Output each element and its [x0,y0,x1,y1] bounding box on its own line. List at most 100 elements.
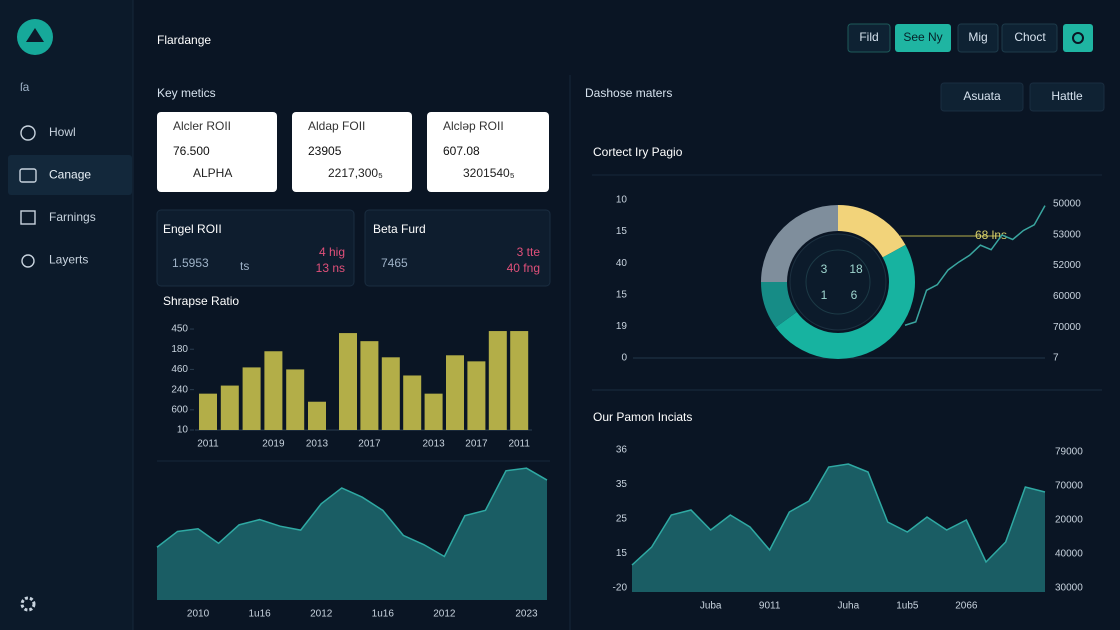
y-tick-label: 600 [171,404,188,415]
button-label[interactable]: Mig [968,30,987,44]
nav-item[interactable]: Canage [49,168,91,182]
axis-label: 25 [616,514,628,525]
nav-item[interactable]: Howl [49,125,76,139]
metric-card [292,112,412,192]
settings-icon[interactable] [20,596,36,612]
sidebar [0,0,133,630]
button-label[interactable]: Choct [1014,30,1046,44]
axis-label: 70000 [1055,481,1083,492]
card-label: Alcler ROII [173,119,231,133]
fund-unit: ts [240,259,249,273]
nav-active-bg [8,155,132,195]
x-tick-label: Juba [700,601,722,612]
bar [403,375,422,430]
bar [220,385,239,430]
donut-segment [837,205,906,258]
axis-label: 35 [616,479,628,490]
axis-label: 40 [616,258,628,269]
button[interactable] [895,24,951,52]
y-tick-label: 240 [171,384,188,395]
x-tick-label: 1ub5 [896,601,919,612]
axis-label: 70000 [1053,322,1081,333]
card-value: 607.08 [443,144,480,158]
area [632,464,1045,592]
button-label[interactable]: Fild [859,30,878,44]
fund-note: 4 hig [319,245,345,259]
dropdown-label[interactable]: Asuata [963,89,1001,103]
axis-label: 0 [621,353,627,364]
axis-label: 30000 [1055,583,1083,594]
x-tick-label: 2013 [306,439,329,450]
bar [510,331,529,430]
axis-label: 36 [616,445,628,456]
icon-button[interactable] [1063,24,1093,52]
donut-center [789,233,887,331]
bar [286,369,305,430]
section-title: Dashose maters [585,86,672,100]
axis-label: 52000 [1053,260,1081,271]
x-tick-label: 2011 [508,439,530,450]
chart-title: Cortect Iry Pagio [593,145,683,159]
logo-glyph [26,28,44,42]
donut-segment [775,244,915,359]
metric-card [427,112,549,192]
button-label[interactable]: See Ny [903,30,942,44]
nav-icon [20,210,36,225]
card-label: Alcləp ROII [443,119,504,133]
dropdown[interactable] [1029,82,1105,112]
dropdown-label[interactable]: Hattle [1051,89,1083,103]
area [157,468,547,600]
donut-segment [761,205,839,283]
x-tick-label: 2023 [515,609,538,620]
donut-center-label: 1 [821,288,828,302]
nav-item[interactable]: Layerts [49,253,88,267]
area-line [156,467,548,558]
bar [264,351,283,430]
axis-label: 7 [1053,353,1059,364]
fund-label: Beta Furd [373,222,426,236]
x-tick-label: 2010 [187,609,210,620]
donut-center-label: 6 [851,288,858,302]
chart-title: Our Pamon Inciats [593,410,692,424]
x-tick-label: 2012 [433,609,456,620]
button[interactable] [1001,23,1058,53]
button[interactable] [847,23,891,53]
fund-card [156,209,355,287]
fund-label: Engel ROII [163,222,222,236]
bar [446,355,464,430]
chart-title: Shrapse Ratio [163,294,239,308]
card-value: 76.500 [173,144,210,158]
bar [488,331,507,430]
icon [1072,32,1084,44]
x-tick-label: 9011 [759,601,781,612]
dropdown[interactable] [940,82,1024,112]
y-tick-label: 460 [171,364,188,375]
axis-label: 50000 [1053,199,1081,210]
bar [424,393,443,430]
button[interactable] [957,23,999,53]
axis-label: 15 [616,226,628,237]
x-tick-label: 2012 [310,609,333,620]
axis-label: 53000 [1053,229,1081,240]
bar [242,367,261,430]
donut-segment [761,281,798,328]
metric-card [157,112,277,192]
x-tick-label: Juha [837,601,859,612]
card-value: 23905 [308,144,342,158]
line [904,205,1046,326]
bar [467,361,486,430]
fund-note: 13 ns [316,261,345,275]
y-tick-label: 450 [171,324,188,335]
x-tick-label: 1u16 [372,609,395,620]
x-tick-label: 2013 [422,439,445,450]
fund-value: 7465 [381,256,408,270]
bar [381,357,400,430]
x-tick-label: 2017 [358,439,381,450]
fund-note: 40 fng [507,261,540,275]
card-sub: 3201540₅ [463,166,515,180]
nav-item[interactable]: Farnings [49,210,96,224]
axis-label: 40000 [1055,549,1083,560]
nav-icon [20,125,36,141]
fund-note: 3 tte [517,245,541,259]
x-tick-label: 2011 [197,439,219,450]
